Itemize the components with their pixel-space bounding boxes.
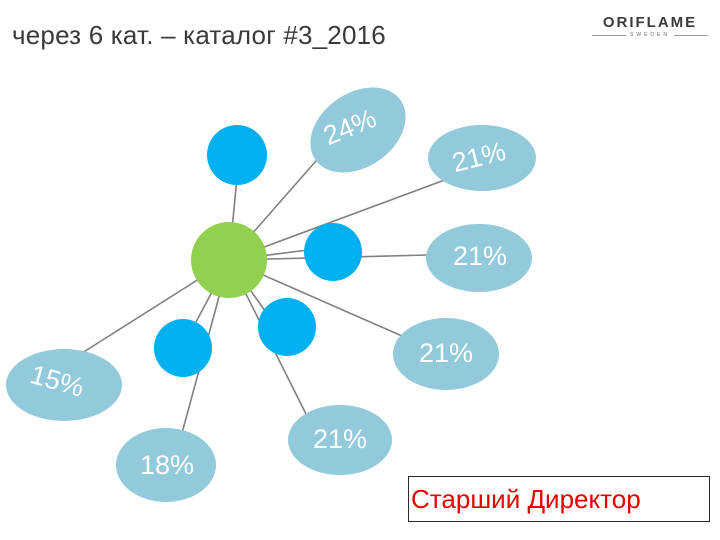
oval-21-bottom-label: 21% (313, 424, 368, 454)
blue-node-top-left (207, 125, 267, 185)
blue-node-lower-left (154, 319, 212, 377)
oval-21-mid-label: 21% (453, 241, 508, 271)
oval-21-lower-label: 21% (419, 338, 474, 368)
oval-18 (116, 428, 216, 502)
oval-21-top (428, 125, 536, 191)
rank-label: Старший Директор (411, 484, 641, 514)
page-title: через 6 кат. – каталог #3_2016 (12, 20, 386, 50)
oval-21-mid (426, 224, 532, 292)
logo-rule-right (673, 34, 709, 36)
connector-to-oval-21-top (228, 177, 451, 261)
oval-24 (310, 87, 406, 173)
logo-brand: ORIFLAME (602, 14, 698, 31)
oriflame-logo: ORIFLAME SWEDEN (592, 14, 709, 38)
blue-node-lower-right (258, 298, 316, 356)
center-green-node (191, 222, 267, 298)
oval-18-label: 18% (140, 450, 195, 480)
blue-node-mid-right (304, 223, 362, 281)
oval-21-lower (393, 318, 499, 390)
logo-sub-row: SWEDEN (592, 32, 709, 38)
rank-label-box: Старший Директор (408, 476, 710, 522)
oval-21-bottom (288, 405, 392, 475)
oval-15 (6, 349, 122, 421)
logo-sub: SWEDEN (630, 32, 670, 38)
logo-rule-left (592, 34, 627, 36)
